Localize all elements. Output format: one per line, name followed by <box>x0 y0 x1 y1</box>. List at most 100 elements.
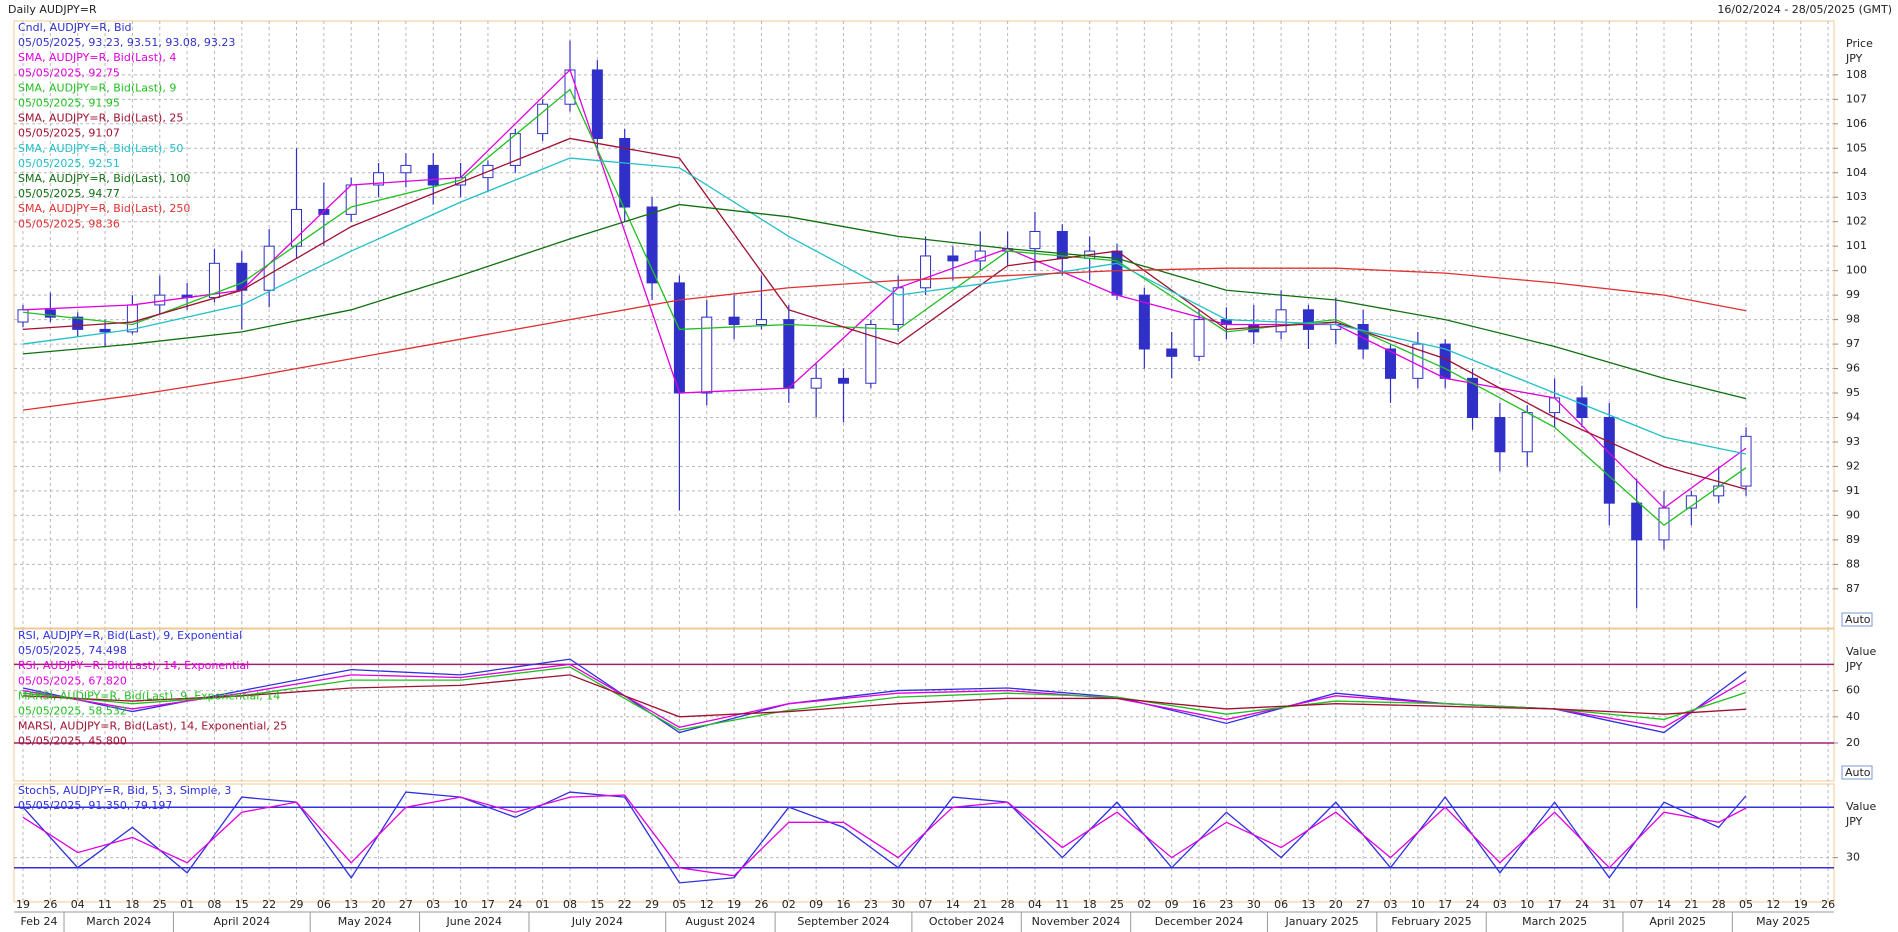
candle-body <box>619 137 631 208</box>
series-line <box>22 794 1747 877</box>
candle-body <box>1166 348 1178 357</box>
x-tick-label: 20 <box>1329 898 1343 911</box>
x-tick-label: 27 <box>399 898 413 911</box>
legend-text: RSI, AUDJPY=R, Bid(Last), 9, Exponential <box>18 629 242 642</box>
legend-text: 05/05/2025, 58.532 <box>18 705 127 718</box>
candle-body <box>1357 324 1369 350</box>
y-tick-label: 94 <box>1846 411 1860 424</box>
x-tick-label: 04 <box>1028 898 1042 911</box>
x-tick-label: 16 <box>1192 898 1206 911</box>
legend-text: 05/05/2025, 98.36 <box>18 217 120 230</box>
x-tick-label: 02 <box>782 898 796 911</box>
candle-body <box>427 164 439 186</box>
x-tick-label: 18 <box>1083 898 1097 911</box>
month-label: October 2024 <box>929 915 1005 928</box>
month-label: November 2024 <box>1032 915 1121 928</box>
x-tick-label: 13 <box>1301 898 1315 911</box>
candle-body <box>591 69 603 139</box>
scale-button[interactable] <box>1841 765 1873 780</box>
candle-body <box>263 245 275 291</box>
y-tick-label: 100 <box>1846 264 1867 277</box>
y-tick-label: 92 <box>1846 459 1860 472</box>
legend-text: 05/05/2025, 91.350, 79.197 <box>18 799 172 812</box>
candle-body <box>1576 397 1588 419</box>
x-tick-label: 10 <box>1520 898 1534 911</box>
legend-text: 05/05/2025, 74.498 <box>18 644 127 657</box>
series-line <box>22 68 1747 509</box>
candle-body <box>17 309 29 323</box>
x-tick-label: 26 <box>43 898 57 911</box>
month-label: March 2024 <box>86 915 151 928</box>
x-tick-label: 02 <box>1137 898 1151 911</box>
candle-body <box>1412 343 1424 379</box>
axis-unit: JPY <box>1845 815 1863 828</box>
legend-text: 05/05/2025, 91.95 <box>18 97 120 110</box>
candle-body <box>1385 348 1396 379</box>
series-line <box>22 157 1747 455</box>
x-tick-label: 07 <box>919 898 933 911</box>
y-tick-label: 93 <box>1846 435 1860 448</box>
y-tick-label: 103 <box>1846 190 1867 203</box>
x-tick-label: 17 <box>1548 898 1562 911</box>
x-tick-label: 31 <box>1602 898 1616 911</box>
legend-text: StochS, AUDJPY=R, Bid, 5, 3, Simple, 3 <box>18 784 231 797</box>
x-tick-label: 19 <box>727 898 741 911</box>
series-line <box>22 88 1747 527</box>
candle-body <box>865 324 877 384</box>
series-line <box>22 674 1747 718</box>
y-tick-label: 99 <box>1846 288 1860 301</box>
scale-button-label[interactable]: Auto <box>1845 613 1871 626</box>
y-tick-label: 105 <box>1846 141 1867 154</box>
month-label: April 2024 <box>213 915 270 928</box>
axis-title: Value <box>1846 645 1876 658</box>
legend-text: Cndl, AUDJPY=R, Bid <box>18 21 132 34</box>
candle-body <box>1658 507 1670 541</box>
x-tick-label: 09 <box>809 898 823 911</box>
axis-title: Value <box>1846 800 1876 813</box>
x-tick-label: 08 <box>207 898 221 911</box>
x-tick-label: 06 <box>317 898 331 911</box>
candle-body <box>400 164 412 174</box>
candle-body <box>838 377 849 384</box>
x-tick-label: 23 <box>864 898 878 911</box>
y-tick-label: 107 <box>1846 92 1867 105</box>
month-label: March 2025 <box>1522 915 1587 928</box>
x-tick-label: 26 <box>1821 898 1835 911</box>
candle-body <box>1549 397 1561 414</box>
candle-body <box>1193 319 1205 357</box>
x-tick-label: 24 <box>1575 898 1589 911</box>
x-tick-label: 07 <box>1630 898 1644 911</box>
candle-body <box>44 309 56 318</box>
candle-body <box>126 304 138 333</box>
panel-frame <box>13 20 1835 629</box>
x-tick-label: 24 <box>508 898 522 911</box>
axis-title: Price <box>1846 37 1873 50</box>
candle-body <box>1138 294 1150 350</box>
x-tick-label: 17 <box>481 898 495 911</box>
x-tick-label: 19 <box>1794 898 1808 911</box>
x-tick-label: 15 <box>590 898 604 911</box>
legend-text: 05/05/2025, 67.820 <box>18 674 127 687</box>
candle-body <box>1631 502 1643 541</box>
y-tick-label: 90 <box>1846 508 1860 521</box>
x-tick-label: 03 <box>1493 898 1507 911</box>
x-tick-label: 01 <box>536 898 550 911</box>
y-tick-label: 89 <box>1846 533 1860 546</box>
scale-button[interactable] <box>1841 612 1873 627</box>
x-tick-label: 25 <box>1110 898 1124 911</box>
x-tick-label: 29 <box>645 898 659 911</box>
scale-button-label[interactable]: Auto <box>1845 766 1871 779</box>
month-label: May 2024 <box>338 915 392 928</box>
x-tick-label: 08 <box>563 898 577 911</box>
candle-body <box>920 255 932 289</box>
candle-body <box>755 319 767 325</box>
panel-frame <box>13 783 1835 903</box>
candle-body <box>810 377 822 389</box>
x-tick-label: 11 <box>1055 898 1069 911</box>
month-label: May 2025 <box>1756 915 1810 928</box>
candle-body <box>1740 435 1752 487</box>
candle-body <box>783 319 795 389</box>
x-tick-label: 13 <box>344 898 358 911</box>
candle-body <box>701 316 713 394</box>
